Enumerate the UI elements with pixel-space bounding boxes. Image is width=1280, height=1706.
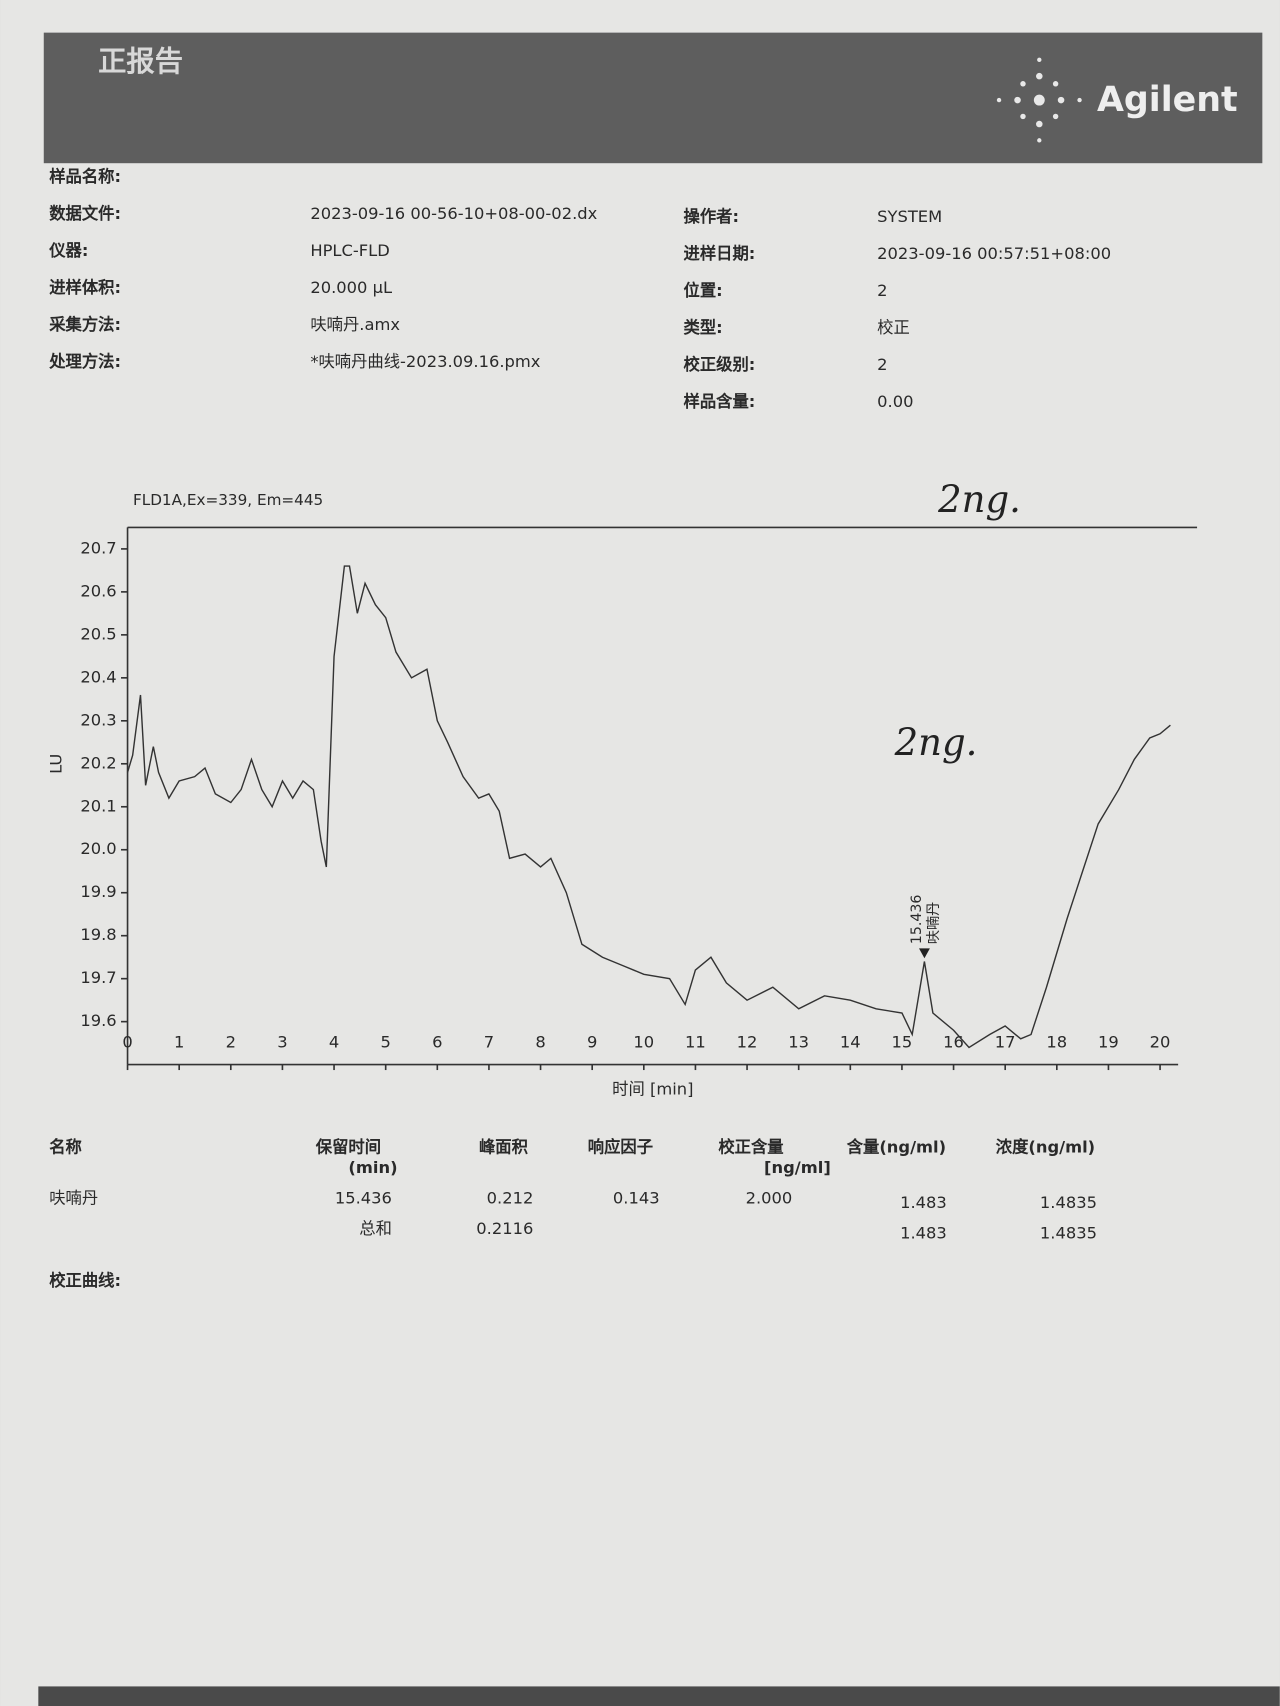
y-axis-label: LU	[46, 754, 65, 774]
x-tick-label: 6	[432, 1032, 442, 1051]
peak-name-label: 呋喃丹	[926, 902, 942, 944]
field-value: 2023-09-16 00:57:51+08:00	[877, 244, 1111, 263]
y-tick-label: 20.2	[80, 753, 116, 772]
field-label: 进样体积:	[49, 278, 121, 297]
x-tick-label: 3	[277, 1032, 287, 1051]
x-tick-label: 17	[995, 1032, 1016, 1051]
x-tick-label: 9	[587, 1032, 597, 1051]
x-tick-label: 13	[788, 1032, 809, 1051]
table-cell: 呋喃丹	[49, 1188, 98, 1207]
y-tick-label: 20.0	[80, 839, 116, 858]
logo-text: Agilent	[1097, 80, 1238, 120]
x-tick-label: 4	[329, 1032, 339, 1051]
y-tick-label: 20.3	[80, 710, 116, 729]
table-cell: 0.143	[613, 1188, 660, 1207]
x-tick-label: 18	[1046, 1032, 1067, 1051]
x-tick-label: 15	[892, 1032, 913, 1051]
table-cell: 1.483	[900, 1223, 947, 1242]
y-tick-label: 20.5	[80, 624, 116, 643]
field-value: 20.000 µL	[310, 278, 392, 297]
x-tick-label: 12	[737, 1032, 758, 1051]
peak-time-label: 15.436	[909, 895, 925, 944]
logo-mark	[996, 57, 1082, 143]
table-header: [ng/ml]	[764, 1158, 831, 1177]
y-tick-label: 19.7	[80, 968, 116, 987]
field-label: 样品名称:	[49, 167, 121, 186]
table-cell: 1.4835	[1040, 1193, 1097, 1212]
field-value: SYSTEM	[877, 207, 942, 226]
x-tick-label: 16	[943, 1032, 964, 1051]
field-value: 0.00	[877, 392, 913, 411]
field-value: 2	[877, 281, 887, 300]
field-value: 2	[877, 355, 887, 374]
peak-marker	[919, 948, 930, 959]
report-title: 正报告	[98, 45, 183, 78]
table-cell: 2.000	[746, 1188, 793, 1207]
field-label: 采集方法:	[48, 315, 121, 334]
y-tick-label: 20.6	[80, 581, 116, 600]
x-tick-label: 19	[1098, 1032, 1119, 1051]
handwritten-note: 2ng.	[894, 721, 978, 764]
x-tick-label: 20	[1150, 1032, 1171, 1051]
table-header: 名称	[49, 1137, 82, 1156]
field-label: 仪器:	[48, 241, 88, 260]
y-tick-label: 20.1	[80, 796, 116, 815]
chromatogram-line	[126, 565, 1171, 1049]
x-tick-label: 1	[174, 1032, 184, 1051]
table-cell: 1.4835	[1040, 1223, 1097, 1242]
field-value: 2023-09-16 00-56-10+08-00-02.dx	[310, 204, 597, 223]
field-value: *呋喃丹曲线-2023.09.16.pmx	[310, 352, 540, 371]
field-label: 数据文件:	[49, 204, 121, 223]
x-tick-label: 7	[484, 1032, 494, 1051]
x-tick-label: 0	[122, 1032, 132, 1051]
chart-title: FLD1A,Ex=339, Em=445	[133, 491, 323, 509]
y-tick-label: 19.8	[80, 925, 116, 944]
table-cell: 15.436	[335, 1188, 392, 1207]
table-header: 含量(ng/ml)	[847, 1137, 946, 1156]
field-value: HPLC-FLD	[310, 241, 389, 260]
section-title: 校正曲线:	[49, 1271, 121, 1290]
table-cell: 0.212	[487, 1188, 534, 1207]
handwritten-note: 2ng.	[937, 478, 1021, 521]
x-tick-label: 11	[685, 1032, 706, 1051]
y-tick-label: 20.4	[80, 667, 116, 686]
table-cell: 1.483	[900, 1193, 947, 1212]
y-tick-label: 19.6	[80, 1011, 116, 1030]
field-value: 校正	[877, 318, 910, 337]
field-label: 样品含量:	[684, 392, 756, 411]
field-label: 位置:	[684, 281, 723, 300]
x-axis-label: 时间 [min]	[612, 1080, 693, 1099]
field-label: 校正级别:	[684, 355, 756, 374]
table-header: 浓度(ng/ml)	[996, 1137, 1095, 1156]
field-label: 类型:	[684, 318, 723, 337]
x-tick-label: 14	[840, 1032, 861, 1051]
table-cell: 总和	[359, 1219, 392, 1238]
field-value: 呋喃丹.amx	[310, 315, 400, 334]
table-header: 校正含量	[718, 1137, 783, 1156]
field-label: 处理方法:	[48, 352, 121, 371]
x-tick-label: 2	[226, 1032, 236, 1051]
footer-band	[38, 1686, 1280, 1706]
table-header: (min)	[348, 1158, 397, 1177]
field-label: 进样日期:	[684, 244, 756, 263]
y-tick-label: 19.9	[80, 882, 116, 901]
y-tick-label: 20.7	[80, 538, 116, 557]
field-label: 操作者:	[684, 207, 739, 226]
x-tick-label: 8	[535, 1032, 545, 1051]
table-header: 峰面积	[479, 1137, 529, 1156]
table-header: 保留时间	[315, 1137, 381, 1156]
x-tick-label: 10	[633, 1032, 654, 1051]
table-cell: 0.2116	[476, 1219, 533, 1238]
x-tick-label: 5	[380, 1032, 390, 1051]
table-header: 响应因子	[588, 1137, 653, 1156]
